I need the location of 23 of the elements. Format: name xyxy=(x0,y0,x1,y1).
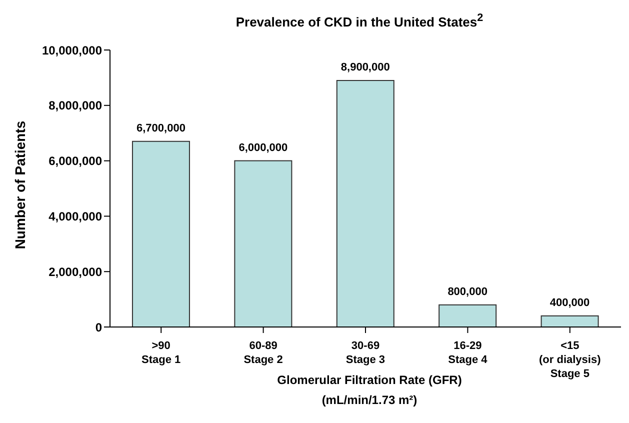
data-label: 800,000 xyxy=(448,286,488,298)
y-tick-label: 4,000,000 xyxy=(48,209,102,224)
y-tick-label: 0 xyxy=(95,320,102,334)
bar xyxy=(336,80,394,327)
x-tick-label: 60-89 Stage 2 xyxy=(244,340,283,366)
y-tick-label: 10,000,000 xyxy=(42,43,102,58)
x-tick-label: >90 Stage 1 xyxy=(142,340,181,366)
data-label: 6,000,000 xyxy=(238,142,288,154)
y-tick-label: 2,000,000 xyxy=(48,264,102,279)
y-tick-label: 8,000,000 xyxy=(48,98,102,113)
bar xyxy=(438,304,497,327)
x-tick-label: 30-69 Stage 3 xyxy=(346,340,386,366)
x-tick-label: <15 (or dialysis) Stage 5 xyxy=(539,340,602,380)
bar xyxy=(540,315,599,327)
bar xyxy=(234,160,292,327)
data-label: 400,000 xyxy=(550,296,590,309)
data-label: 6,700,000 xyxy=(136,122,186,134)
bar xyxy=(132,140,190,327)
x-tick-label: 16-29 Stage 4 xyxy=(448,340,488,366)
chart-title: Prevalence of CKD in the United States$^{2}$ xyxy=(234,12,484,30)
data-label: 8,900,000 xyxy=(340,61,390,74)
y-tick-label: 6,000,000 xyxy=(48,154,102,168)
y-axis-title: Number of Patients xyxy=(12,120,28,250)
